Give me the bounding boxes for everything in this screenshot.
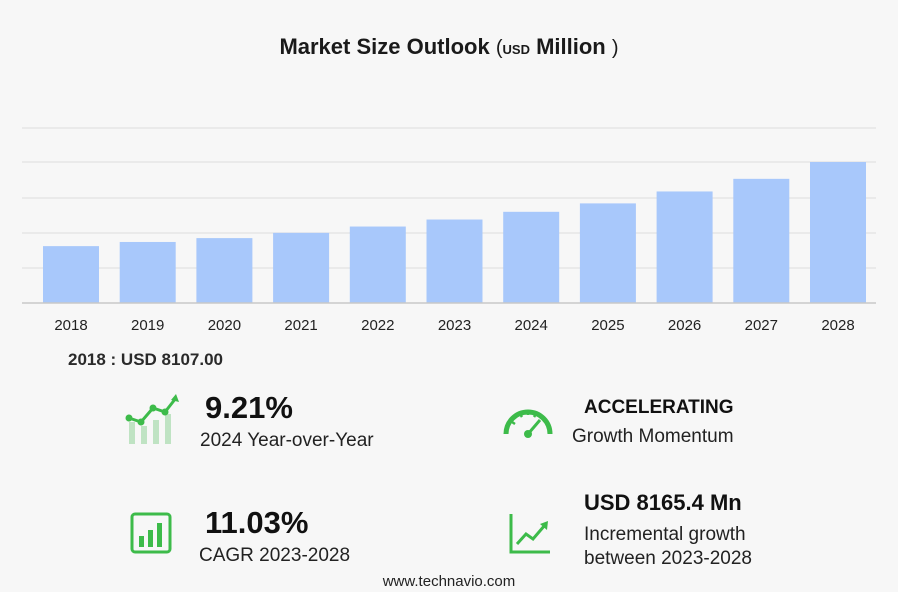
title-open-paren: (: [495, 37, 503, 59]
footer-website[interactable]: www.technavio.com: [382, 573, 516, 590]
kpi-cagr-value: 11.03%: [205, 505, 309, 540]
base-year-summary: 2018 : USD 8107.00: [68, 350, 223, 369]
speedometer-icon: [503, 409, 553, 438]
bar-2022: [349, 226, 406, 303]
bar-2020: [196, 238, 253, 303]
kpi-yoy-label: 2024 Year-over-Year: [200, 430, 374, 451]
title-unit: Million: [536, 34, 606, 59]
chart-title: Market Size Outlook (USD Million ): [0, 34, 898, 60]
x-tick-label: 2025: [591, 317, 624, 334]
x-tick-label: 2018: [54, 317, 87, 334]
kpi-incremental-label2: between 2023-2028: [584, 548, 752, 569]
bar-2026: [656, 191, 713, 303]
bar-2028: [810, 162, 866, 303]
kpi-yoy-value: 9.21%: [205, 390, 293, 425]
kpi-incremental-label1: Incremental growth: [584, 524, 746, 545]
x-tick-label: 2028: [821, 317, 854, 334]
bar-2023: [426, 219, 483, 303]
bar-chart-icon: [130, 512, 172, 554]
bar-2027: [733, 178, 790, 303]
kpi-momentum-label: Growth Momentum: [572, 426, 734, 447]
bar-2021: [273, 232, 330, 303]
growth-chart-icon: [125, 394, 179, 444]
title-close-paren: ): [611, 37, 619, 59]
bar-2024: [503, 211, 560, 303]
bar-2019: [119, 241, 176, 303]
bar-2018: [43, 246, 99, 303]
bar-2025: [579, 203, 636, 303]
bar-chart: 2018 2019 2020 2021 2022 2023 2024 2025 2026 2027…: [22, 127, 876, 334]
x-tick-label: 2020: [208, 317, 241, 334]
kpi-incremental-value: USD 8165.4 Mn: [584, 490, 742, 515]
x-tick-label: 2023: [438, 317, 471, 334]
kpi-cagr-label: CAGR 2023-2028: [199, 545, 351, 566]
x-tick-label: 2024: [515, 317, 548, 334]
kpi-momentum-value: ACCELERATING: [584, 397, 734, 418]
title-unit-small: USD: [502, 42, 530, 57]
x-tick-label: 2027: [745, 317, 778, 334]
title-main: Market Size Outlook: [279, 34, 490, 59]
x-tick-label: 2021: [284, 317, 317, 334]
x-tick-label: 2022: [361, 317, 394, 334]
x-tick-label: 2026: [668, 317, 701, 334]
trend-line-icon: [509, 514, 550, 554]
x-tick-label: 2019: [131, 317, 164, 334]
